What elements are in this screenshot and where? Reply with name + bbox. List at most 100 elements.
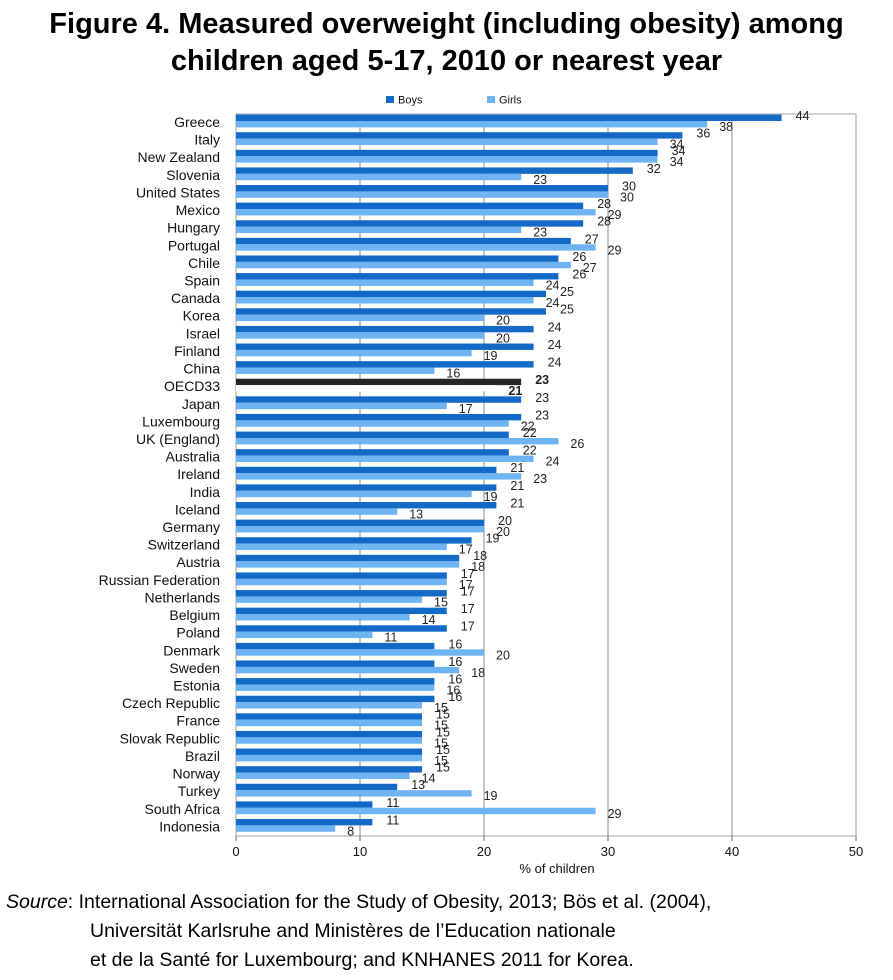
- category-label-france: France: [176, 713, 220, 729]
- value-label-boys-turkey: 13: [411, 778, 425, 792]
- figure-title: Figure 4. Measured overweight (including…: [0, 6, 893, 80]
- bar-boys-poland: [236, 625, 447, 632]
- bar-girls-brazil: [236, 754, 422, 762]
- category-label-finland: Finland: [174, 343, 220, 359]
- value-label-girls-norway: 14: [422, 772, 436, 786]
- value-label-girls-italy: 34: [670, 138, 684, 152]
- bar-girls-netherlands: [236, 596, 422, 603]
- value-label-girls-india: 19: [484, 490, 498, 504]
- value-label-boys-czech-republic: 16: [448, 690, 462, 704]
- value-label-girls-estonia: 16: [446, 684, 460, 698]
- bar-boys-czech-republic: [236, 695, 435, 703]
- bar-girls-finland: [236, 349, 472, 357]
- value-label-boys-germany: 20: [498, 514, 512, 528]
- value-label-girls-russian-federation: 17: [459, 578, 473, 592]
- value-label-boys-poland: 17: [461, 620, 475, 634]
- bar-girls-spain: [236, 279, 534, 286]
- value-label-boys-netherlands: 17: [461, 584, 475, 598]
- category-label-italy: Italy: [194, 132, 220, 148]
- value-label-boys-china: 24: [548, 356, 562, 370]
- bar-boys-italy: [236, 132, 683, 139]
- value-label-girls-china: 16: [446, 367, 460, 381]
- bar-boys-brazil: [236, 748, 422, 755]
- value-label-girls-united-states: 30: [620, 190, 634, 204]
- category-label-estonia: Estonia: [173, 678, 220, 694]
- value-label-girls-france: 15: [434, 719, 448, 733]
- x-tick-label-20: 20: [477, 844, 491, 859]
- bar-boys-turkey: [236, 783, 398, 791]
- source-text-1: : International Association for the Stud…: [67, 891, 712, 913]
- bar-boys-belgium: [236, 607, 447, 615]
- value-label-girls-poland: 11: [384, 631, 397, 645]
- value-label-girls-australia: 24: [546, 455, 560, 469]
- bar-girls-estonia: [236, 684, 435, 691]
- bar-boys-india: [236, 484, 497, 491]
- value-label-boys-ireland: 21: [510, 461, 524, 475]
- category-label-norway: Norway: [173, 766, 220, 782]
- bar-boys-oecd33: [236, 378, 522, 386]
- bar-boys-slovenia: [236, 167, 633, 174]
- value-label-boys-italy: 36: [696, 127, 710, 141]
- bar-boys-france: [236, 713, 422, 720]
- category-label-belgium: Belgium: [169, 607, 220, 623]
- value-label-boys-russian-federation: 17: [461, 567, 475, 581]
- value-label-boys-brazil: 15: [436, 743, 450, 757]
- value-label-boys-new-zealand: 34: [672, 144, 686, 158]
- category-label-spain: Spain: [184, 272, 220, 288]
- bar-boys-denmark: [236, 642, 435, 650]
- category-label-brazil: Brazil: [185, 748, 220, 764]
- bar-boys-china: [236, 361, 534, 368]
- bar-girls-russian-federation: [236, 578, 447, 586]
- category-label-chile: Chile: [188, 255, 220, 271]
- bar-boys-mexico: [236, 202, 584, 210]
- value-label-boys-chile: 26: [572, 250, 586, 264]
- bar-girls-japan: [236, 402, 447, 410]
- value-label-boys-greece: 44: [796, 109, 810, 123]
- value-label-girls-austria: 18: [471, 560, 485, 574]
- value-label-boys-japan: 23: [535, 391, 549, 405]
- value-label-girls-sweden: 18: [471, 666, 485, 680]
- category-label-new-zealand: New Zealand: [138, 149, 221, 165]
- category-label-canada: Canada: [171, 290, 220, 306]
- value-label-boys-india: 21: [510, 479, 524, 493]
- bar-boys-switzerland: [236, 537, 472, 544]
- category-label-south-africa: South Africa: [145, 801, 221, 817]
- bar-girls-canada: [236, 297, 534, 304]
- source-line-1: Source: International Association for th…: [6, 888, 891, 917]
- category-label-korea: Korea: [183, 308, 221, 324]
- bar-boys-south-africa: [236, 801, 373, 808]
- bar-girls-south-africa: [236, 807, 596, 815]
- value-label-girls-south-africa: 29: [608, 807, 622, 821]
- figure-title-line-1: Figure 4. Measured overweight (including…: [49, 8, 844, 40]
- value-label-boys-denmark: 16: [448, 637, 462, 651]
- category-label-turkey: Turkey: [178, 783, 220, 799]
- bar-boys-austria: [236, 554, 460, 562]
- value-label-boys-luxembourg: 23: [535, 408, 549, 422]
- bar-girls-turkey: [236, 790, 472, 797]
- bar-girls-portugal: [236, 244, 596, 251]
- bar-girls-chile: [236, 261, 571, 269]
- value-label-girls-uk-england: 26: [570, 437, 584, 451]
- value-label-boys-belgium: 17: [461, 602, 475, 616]
- legend-swatch-girls: [487, 96, 495, 103]
- x-tick-label-30: 30: [601, 844, 615, 859]
- bar-girls-slovak-republic: [236, 737, 422, 744]
- value-label-girls-switzerland: 17: [459, 543, 473, 557]
- bar-boys-estonia: [236, 678, 435, 685]
- category-label-luxembourg: Luxembourg: [142, 413, 220, 429]
- category-label-india: India: [190, 484, 221, 500]
- value-label-girls-oecd33: 21: [508, 384, 522, 398]
- value-label-girls-korea: 20: [496, 314, 510, 328]
- bar-boys-new-zealand: [236, 149, 658, 157]
- bar-girls-china: [236, 367, 435, 374]
- bar-boys-australia: [236, 449, 509, 456]
- bar-boys-finland: [236, 343, 534, 350]
- category-label-poland: Poland: [176, 625, 220, 641]
- value-label-boys-indonesia: 11: [386, 813, 399, 827]
- bar-boys-indonesia: [236, 818, 373, 826]
- bar-boys-ireland: [236, 466, 497, 474]
- value-label-boys-mexico: 28: [597, 197, 611, 211]
- bar-boys-hungary: [236, 220, 584, 227]
- value-label-boys-estonia: 16: [448, 673, 462, 687]
- category-label-switzerland: Switzerland: [148, 537, 220, 553]
